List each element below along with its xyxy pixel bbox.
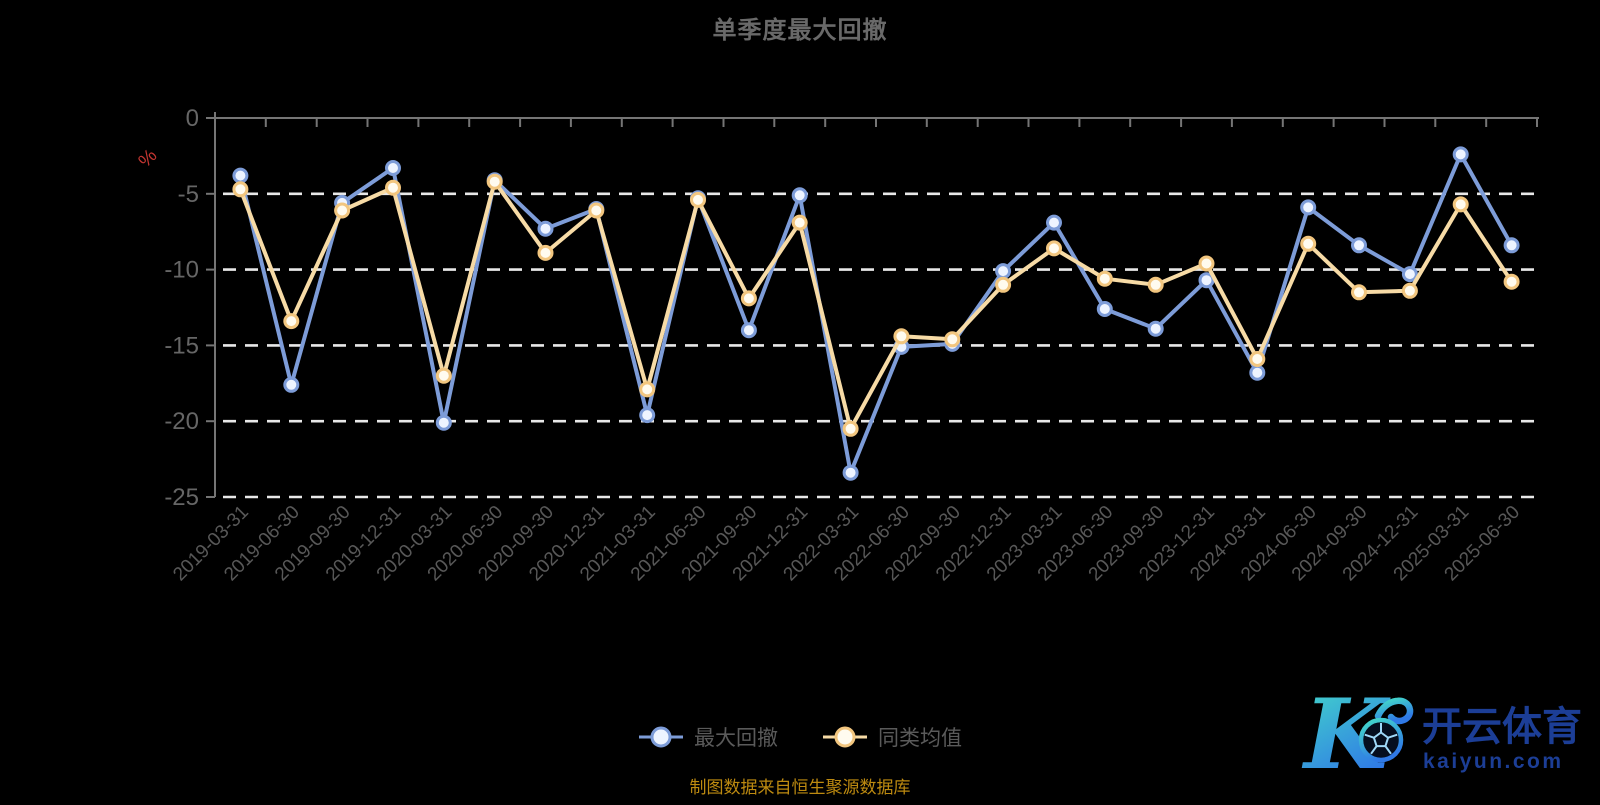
svg-text:-10: -10	[164, 257, 199, 284]
svg-text:-25: -25	[164, 484, 199, 511]
line-marker-icon	[639, 726, 683, 748]
svg-text:0: 0	[186, 105, 199, 132]
svg-text:-15: -15	[164, 332, 199, 359]
legend-label-category-average: 同类均值	[878, 727, 962, 750]
soccer-ball-icon	[1358, 717, 1404, 763]
svg-text:-5: -5	[178, 181, 199, 208]
watermark-brand: 开云体育	[1422, 705, 1582, 749]
legend: 最大回撤 同类均值	[0, 722, 1600, 752]
legend-label-max-drawdown: 最大回撤	[694, 727, 778, 750]
logo-swirl-icon	[1374, 697, 1414, 725]
legend-item-max-drawdown[interactable]: 最大回撤	[638, 722, 778, 752]
line-marker-icon	[823, 726, 867, 748]
kaiyun-watermark[interactable]: K 开云体育 kaiyun.com	[1292, 678, 1592, 791]
watermark-domain: kaiyun.com	[1423, 750, 1564, 773]
data-source-note: 制图数据来自恒生聚源数据库	[689, 778, 911, 797]
chart-title: 单季度最大回撤	[712, 17, 888, 44]
svg-text:-20: -20	[164, 408, 199, 435]
legend-item-category-average[interactable]: 同类均值	[822, 722, 962, 752]
